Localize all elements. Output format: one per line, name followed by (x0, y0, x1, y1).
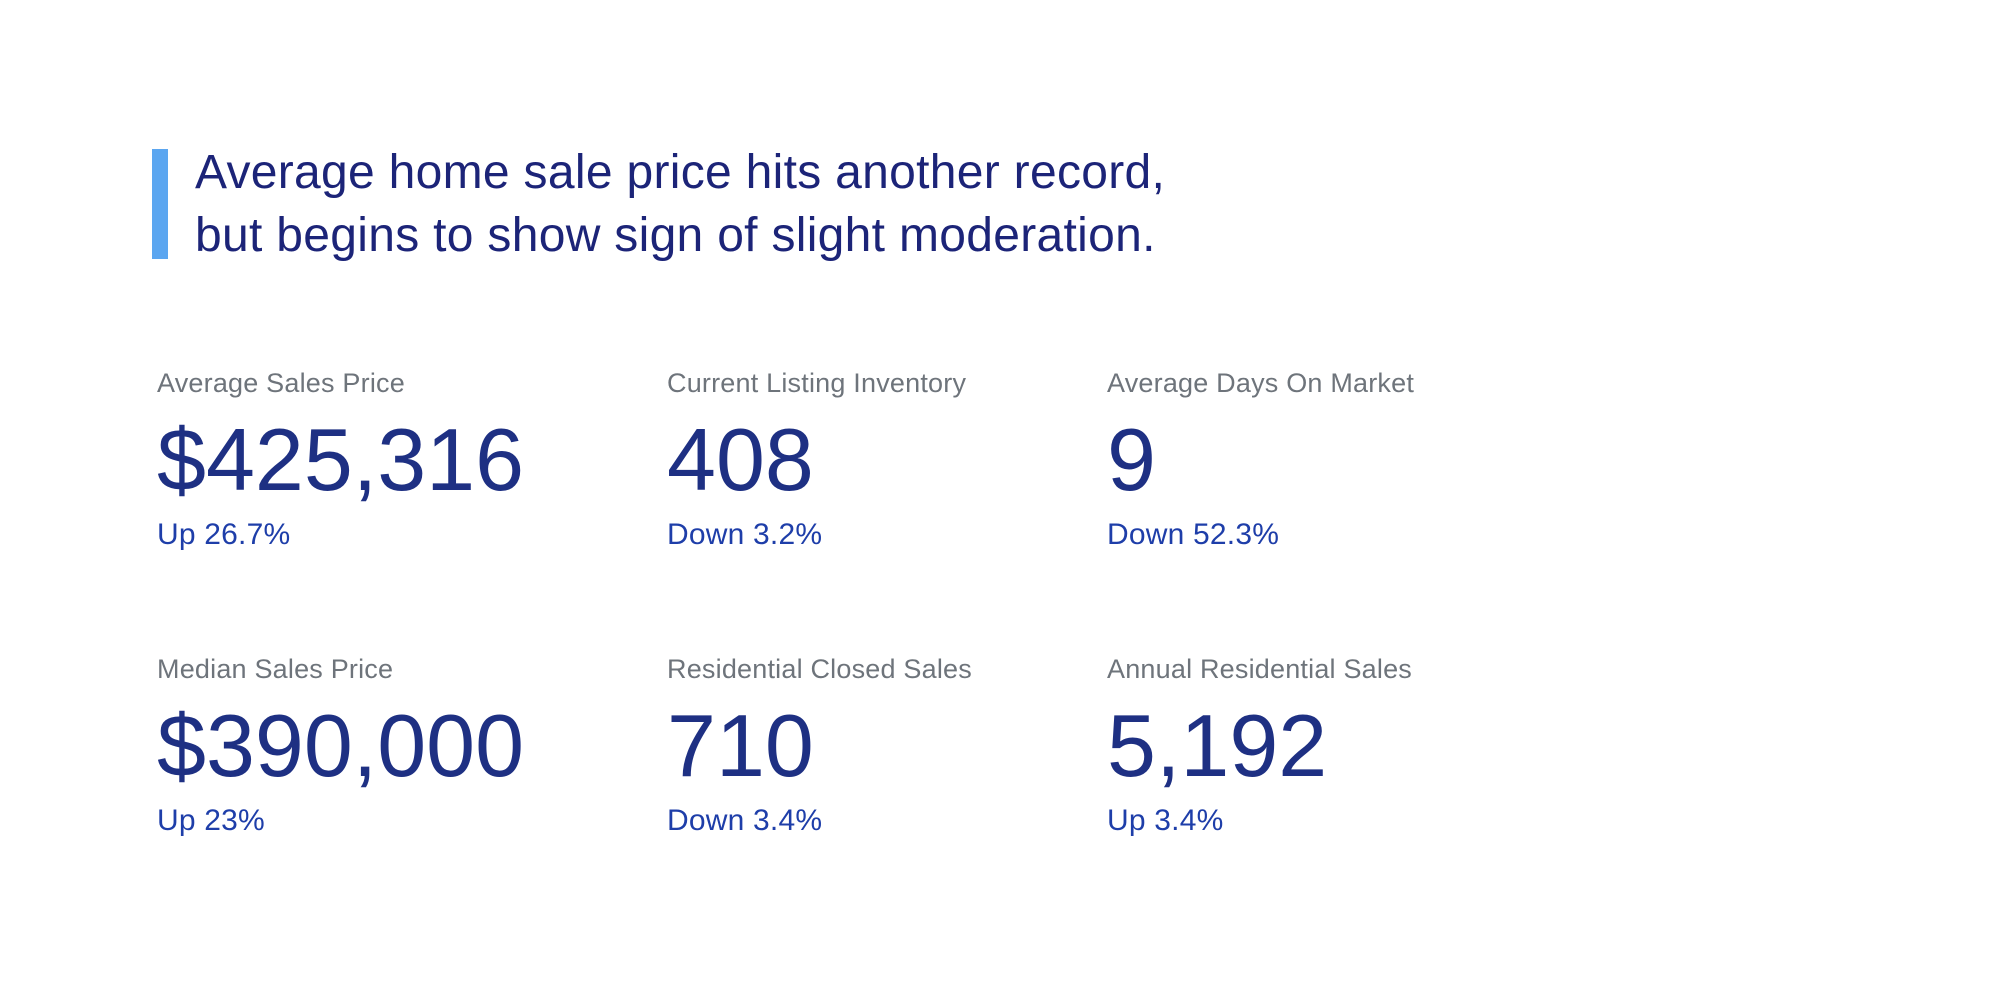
stat-value: 9 (1107, 410, 1156, 509)
stat-change: Up 23% (157, 804, 265, 837)
headline-block: Average home sale price hits another rec… (152, 141, 1165, 267)
stat-card-average-days-on-market: Average Days On Market 9 Down 52.3% (1107, 368, 1567, 552)
stat-change: Up 3.4% (1107, 804, 1224, 837)
stat-change: Down 52.3% (1107, 518, 1280, 551)
accent-bar (152, 149, 168, 259)
stat-change: Down 3.4% (667, 804, 823, 837)
stats-grid: Average Sales Price $425,316 Up 26.7% Cu… (157, 368, 1567, 838)
headline-line-2: but begins to show sign of slight modera… (195, 209, 1156, 262)
stat-card-average-sales-price: Average Sales Price $425,316 Up 26.7% (157, 368, 667, 552)
stat-value: 5,192 (1107, 696, 1328, 795)
stat-value: 710 (667, 696, 814, 795)
stat-label: Residential Closed Sales (667, 654, 972, 684)
stat-value: $425,316 (157, 410, 525, 509)
stat-label: Median Sales Price (157, 654, 394, 684)
stat-label: Average Days On Market (1107, 368, 1415, 398)
stat-change: Down 3.2% (667, 518, 823, 551)
stat-card-current-listing-inventory: Current Listing Inventory 408 Down 3.2% (667, 368, 1107, 552)
headline-text: Average home sale price hits another rec… (195, 141, 1165, 267)
stat-value: $390,000 (157, 696, 525, 795)
stat-change: Up 26.7% (157, 518, 291, 551)
stat-label: Average Sales Price (157, 368, 405, 398)
headline-line-1: Average home sale price hits another rec… (195, 146, 1166, 199)
stat-value: 408 (667, 410, 814, 509)
stat-card-median-sales-price: Median Sales Price $390,000 Up 23% (157, 654, 667, 838)
stat-card-residential-closed-sales: Residential Closed Sales 710 Down 3.4% (667, 654, 1107, 838)
stat-card-annual-residential-sales: Annual Residential Sales 5,192 Up 3.4% (1107, 654, 1567, 838)
stat-label: Annual Residential Sales (1107, 654, 1412, 684)
stat-label: Current Listing Inventory (667, 368, 967, 398)
